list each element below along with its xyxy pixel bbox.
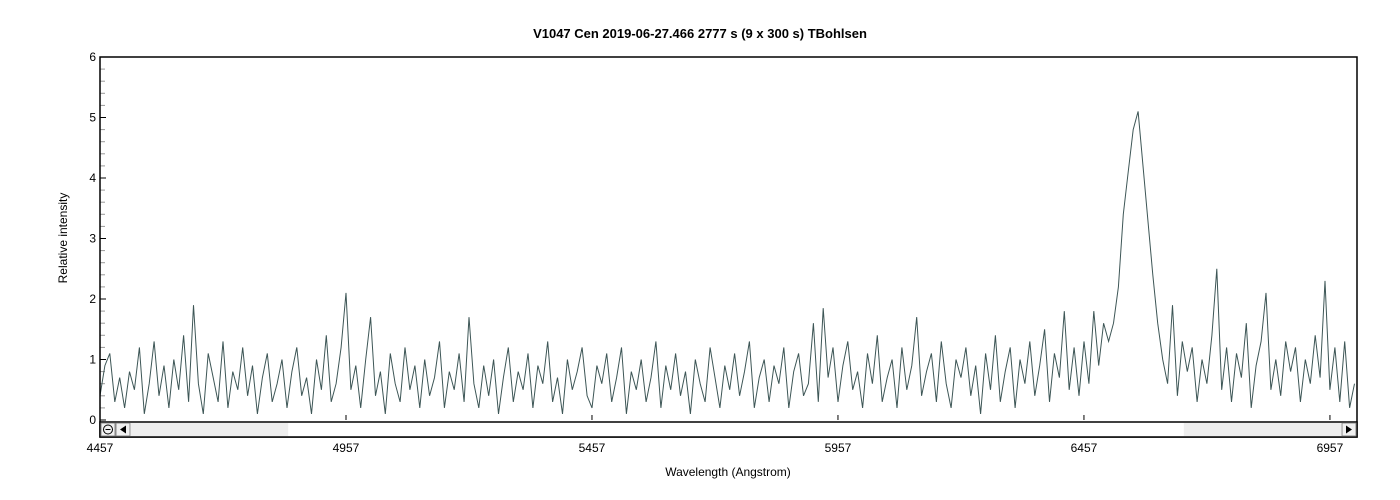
x-tick-label: 5457 <box>579 441 606 455</box>
scroll-left-button[interactable] <box>115 422 131 437</box>
y-tick-label: 6 <box>89 50 96 64</box>
spectrum-line <box>99 111 1355 414</box>
x-tick-label: 5957 <box>825 441 852 455</box>
zoom-out-button[interactable] <box>100 422 116 437</box>
arrow-right-icon <box>1346 425 1352 434</box>
zoom-out-icon <box>103 424 113 435</box>
y-tick-label: 2 <box>89 292 96 306</box>
horizontal-scrollbar[interactable] <box>99 421 1358 438</box>
x-tick-label: 6457 <box>1071 441 1098 455</box>
scrollbar-track-right[interactable] <box>1183 423 1341 436</box>
chart-title: V1047 Cen 2019-06-27.466 2777 s (9 x 300… <box>533 26 867 41</box>
scroll-right-button[interactable] <box>1341 422 1357 437</box>
y-axis-label: Relative intensity <box>56 193 70 284</box>
arrow-left-icon <box>120 425 126 434</box>
x-tick-label: 4457 <box>87 441 114 455</box>
y-tick-label: 5 <box>89 111 96 125</box>
x-tick-label: 6957 <box>1317 441 1344 455</box>
x-tick-label: 4957 <box>333 441 360 455</box>
scrollbar-thumb[interactable] <box>288 423 1184 436</box>
y-tick-label: 4 <box>89 171 96 185</box>
y-tick-label: 0 <box>89 413 96 427</box>
y-tick-label: 3 <box>89 232 96 246</box>
plot-frame <box>99 56 1358 438</box>
x-axis-label: Wavelength (Angstrom) <box>665 465 791 479</box>
scrollbar-track-left[interactable] <box>131 423 289 436</box>
y-tick-label: 1 <box>89 353 96 367</box>
